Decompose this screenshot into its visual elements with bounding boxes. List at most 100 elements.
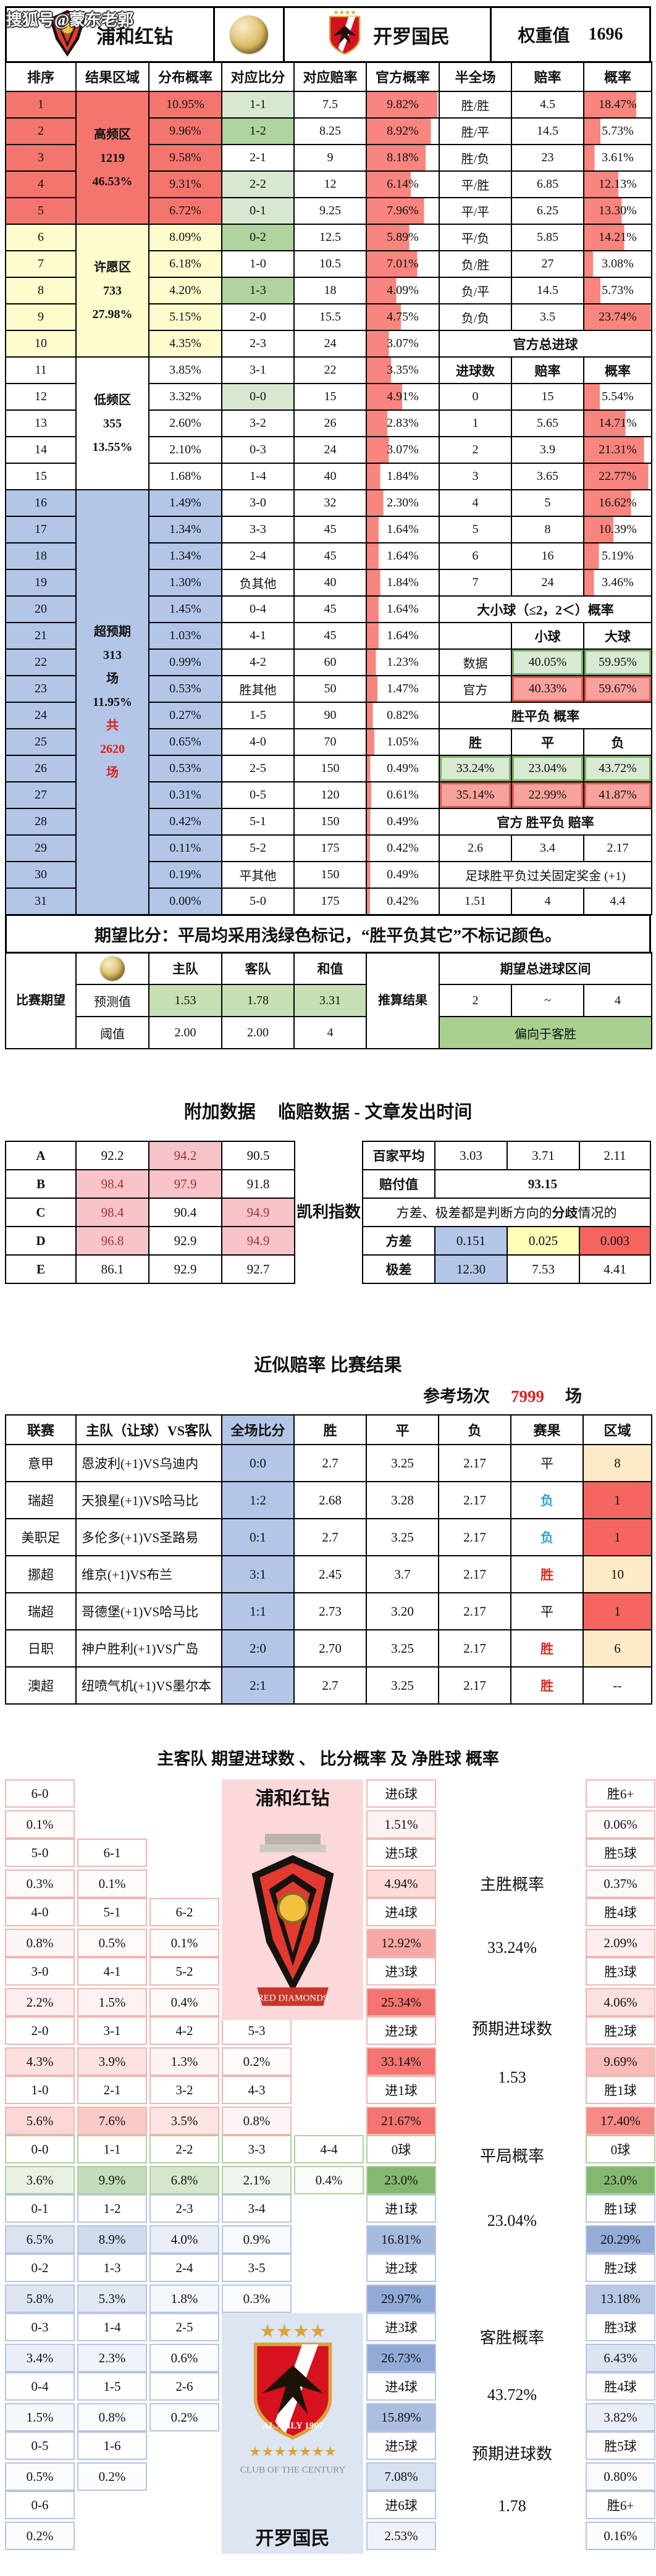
cell-lose-odds: 2.17 xyxy=(438,1518,511,1556)
cell-right: 6 xyxy=(439,542,512,570)
cell-official-prob: 9.82% xyxy=(366,91,440,119)
cell-distribution: 4.35% xyxy=(148,330,222,358)
goal-count-cell: 进2球 33.14% xyxy=(366,2016,436,2076)
cell-region: 1 xyxy=(582,1518,652,1556)
cell-odds: 50 xyxy=(293,675,367,703)
cell-odds: 45 xyxy=(293,542,367,570)
table-row: 28 0.42% 5-1 150 0.49% 官方 胜平负 赔率 xyxy=(5,808,652,836)
cell-value: 5.6% xyxy=(5,2107,75,2135)
cell-value: 0.4% xyxy=(294,2166,364,2194)
kelly-row: E 86.1 92.9 92.7 xyxy=(5,1254,295,1284)
cell-right: 5.73% xyxy=(583,117,652,145)
cell-label: 6-1 xyxy=(77,1839,147,1867)
goal-count-cell: 进4球 12.92% xyxy=(366,1898,436,1957)
cell-value: 1.51% xyxy=(366,1810,436,1839)
home-team-name: 浦和红钻 xyxy=(96,25,173,48)
thr-sum: 4 xyxy=(293,1016,367,1049)
cell-label: 胜3球 xyxy=(586,2313,655,2341)
kelly-bookmaker: A xyxy=(5,1141,77,1170)
cell-label: 1-6 xyxy=(77,2431,147,2460)
zone-line: 高频区 xyxy=(94,127,131,141)
cell-rank: 17 xyxy=(5,516,77,543)
zone-line: 低频区 xyxy=(94,393,131,407)
zone-line: 355 xyxy=(103,416,122,430)
cell-rank: 11 xyxy=(5,356,77,384)
table-row: 5 6.72% 0-1 9.25 7.96% 平/平 6.25 13.30% xyxy=(5,197,652,225)
column-header: 官方概率 xyxy=(366,61,440,92)
cell-value: 0.3% xyxy=(222,2284,292,2313)
cell-official-prob: 1.05% xyxy=(366,728,440,756)
cell-label: 进3球 xyxy=(366,2313,436,2341)
mid-stat: 客胜概率 xyxy=(479,2329,544,2347)
cell-league: 日职 xyxy=(5,1629,77,1668)
cell-distribution: 8.09% xyxy=(148,224,222,251)
column-header: 负 xyxy=(438,1414,511,1445)
cell-distribution: 10.95% xyxy=(148,91,222,119)
cell-rank: 27 xyxy=(5,781,77,809)
score-cell: 1-6 0.2% xyxy=(77,2431,147,2491)
range-lose: 4.41 xyxy=(579,1254,651,1284)
cell-region: 10 xyxy=(582,1555,652,1593)
cell-value: 0.3% xyxy=(5,1869,75,1898)
cell-score: 1-4 xyxy=(221,463,295,490)
cell-value: 3.4% xyxy=(5,2344,75,2372)
score-cell: 4-4 0.4% xyxy=(294,2135,364,2194)
cell-label: 胜4球 xyxy=(586,1898,655,1926)
table-row: 9 5.15% 2-0 15.5 4.75% 负/负 3.5 23.74% xyxy=(5,303,652,331)
cell-label: 进1球 xyxy=(366,2194,436,2223)
cell-value: 33.14% xyxy=(366,2047,436,2076)
kelly-value: 96.8 xyxy=(75,1226,149,1256)
cell-rank: 24 xyxy=(5,702,77,729)
score-cell: 0-1 6.5% xyxy=(5,2194,75,2254)
cell-right: 18.47% xyxy=(583,91,652,119)
cell-official-prob: 0.49% xyxy=(366,808,440,836)
cell-label: 0-4 xyxy=(5,2372,75,2401)
cell-value: 6.5% xyxy=(5,2225,75,2254)
goal-count-cell: 进2球 29.97% xyxy=(366,2254,436,2313)
table-row: 21 1.03% 4-1 45 1.64% 小球 大球 xyxy=(5,622,652,650)
cell-right: 35.14% xyxy=(439,781,512,809)
score-cell: 2-6 0.2% xyxy=(149,2372,219,2431)
cell-value: 8.9% xyxy=(77,2225,147,2254)
kelly-value: 98.4 xyxy=(75,1198,149,1227)
goal-diff-cell: 胜5球 0.37% xyxy=(586,1839,655,1898)
cell-odds: 15.5 xyxy=(293,303,367,331)
cell-right: 3.5 xyxy=(511,303,584,331)
thr-home: 2.00 xyxy=(148,1016,222,1049)
cell-right: 40.05% xyxy=(511,648,584,676)
cell-value: 0.5% xyxy=(77,1929,147,1957)
goal-diff-cell: 胜3球 6.43% xyxy=(586,2313,655,2372)
cell-rank: 28 xyxy=(5,808,77,836)
cell-right: 4 xyxy=(511,887,584,915)
score-cell: 5-1 0.5% xyxy=(77,1898,147,1957)
zone-line: 27.98% xyxy=(92,307,133,321)
cell-distribution: 9.96% xyxy=(148,117,222,145)
cell-value: 0.2% xyxy=(149,2403,219,2431)
cell-rank: 14 xyxy=(5,436,77,464)
cell-league: 意甲 xyxy=(5,1444,77,1482)
table-row: 31 0.00% 5-0 175 0.42% 1.51 4 4.4 xyxy=(5,887,652,915)
cell-right: 5.85 xyxy=(511,224,584,251)
cell-right: 0 xyxy=(439,383,512,411)
cell-label: 3-3 xyxy=(222,2135,292,2163)
cell-value: 0.8% xyxy=(222,2107,292,2135)
cell-label: 进5球 xyxy=(366,2431,436,2460)
score-cell: 6-2 0.1% xyxy=(149,1898,219,1957)
cell-official-prob: 1.23% xyxy=(366,648,440,676)
zone-line: 2620 xyxy=(100,742,125,756)
cell-right: 1.51 xyxy=(439,887,512,915)
score-cell: 3-4 0.9% xyxy=(222,2194,292,2254)
cell-odds: 175 xyxy=(293,887,367,915)
cell-region: 8 xyxy=(582,1444,652,1482)
cell-label: 2-3 xyxy=(149,2194,219,2223)
exp-col-sum: 和值 xyxy=(293,952,367,985)
cell-rank: 20 xyxy=(5,595,77,623)
table-row: 7 6.18% 1-0 10.5 7.01% 负/胜 27 3.08% xyxy=(5,250,652,278)
column-header: 对应比分 xyxy=(221,61,295,92)
cell-odds: 40 xyxy=(293,569,367,597)
score-cell: 1-2 8.9% xyxy=(77,2194,147,2254)
cell-label: 胜1球 xyxy=(586,2076,655,2104)
cell-right: 12.13% xyxy=(583,170,652,198)
weight-label: 权重值 xyxy=(518,27,570,46)
cell-right: 7 xyxy=(439,569,512,597)
